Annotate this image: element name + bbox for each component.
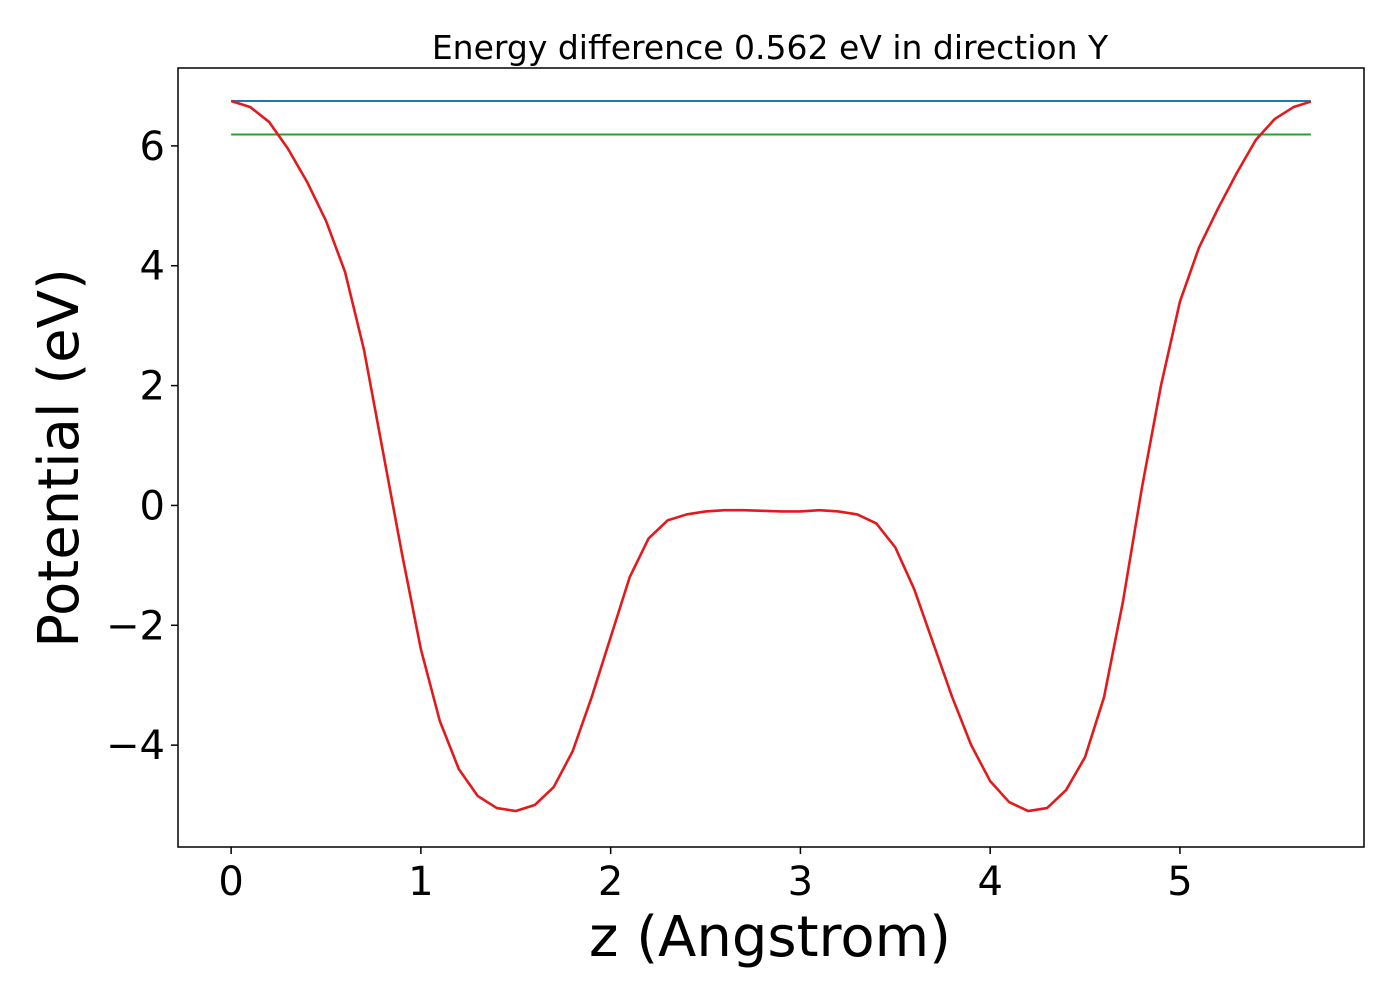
y-tick-label: 4: [140, 244, 165, 290]
x-axis: 0 1 2 3 4 5: [218, 847, 1193, 905]
y-tick-label: 2: [140, 364, 165, 410]
y-tick-label: −2: [106, 603, 165, 649]
x-tick-label: 0: [218, 859, 243, 905]
plot-frame: [177, 67, 1365, 848]
chart-title: Energy difference 0.562 eV in direction …: [432, 28, 1109, 67]
plot-area: [230, 99, 1312, 813]
x-tick-label: 5: [1167, 859, 1192, 905]
x-axis-title: z (Angstrom): [589, 905, 951, 970]
y-axis: −4 −2 0 2 4 6: [106, 124, 178, 769]
x-tick-label: 1: [408, 859, 433, 905]
y-tick-label: 0: [140, 483, 165, 529]
series-line-potential-curve: [230, 99, 1312, 813]
y-tick-label: 6: [140, 124, 165, 170]
y-tick-label: −4: [106, 723, 165, 769]
x-tick-label: 3: [788, 859, 813, 905]
x-tick-label: 4: [977, 859, 1002, 905]
x-tick-label: 2: [598, 859, 623, 905]
y-axis-title: Potential (eV): [27, 268, 92, 648]
